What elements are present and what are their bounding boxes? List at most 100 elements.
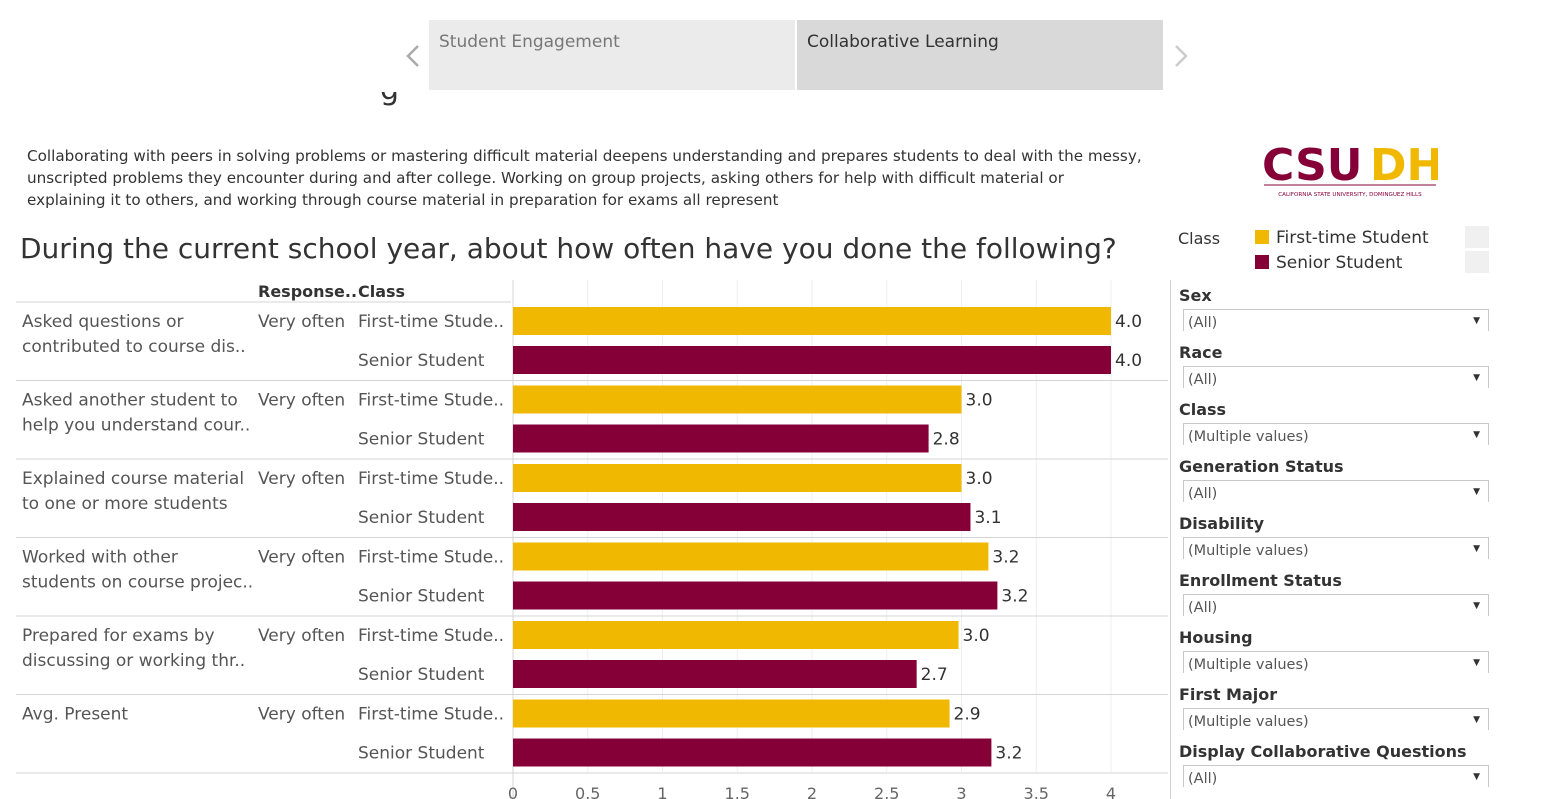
response-label: Very often — [258, 312, 345, 332]
intro-text: Collaborating with peers in solving prob… — [27, 147, 1142, 209]
bar — [513, 699, 950, 728]
legend-item-senior[interactable]: Senior Student — [1255, 253, 1402, 273]
csudh-logo: CSU DH CALIFORNIA STATE UNIVERSITY, DOMI… — [1262, 140, 1438, 198]
bar-chart: Response.. Class Asked questions or contrib… — [16, 280, 1168, 799]
class-label: First-time Stude.. — [358, 548, 504, 568]
filter-dropdown[interactable]: (All) ▼ — [1183, 765, 1489, 787]
question-label: Prepared for exams by — [22, 626, 215, 646]
question-label: contributed to course dis.. — [22, 337, 246, 357]
question-label: students on course projec.. — [22, 573, 253, 593]
response-label: Very often — [258, 391, 345, 411]
chevron-left-icon[interactable] — [400, 42, 428, 70]
filter-value: (All) — [1188, 315, 1218, 331]
data-label: 3.0 — [963, 626, 990, 646]
question-label: Avg. Present — [22, 705, 128, 725]
response-label: Very often — [258, 548, 345, 568]
data-label: 3.0 — [966, 391, 993, 411]
chevron-down-icon: ▼ — [1473, 772, 1480, 782]
class-label: Senior Student — [358, 430, 485, 450]
data-label: 2.9 — [954, 705, 981, 725]
chevron-down-icon: ▼ — [1473, 430, 1480, 440]
filter-value: (Multiple values) — [1188, 657, 1309, 673]
x-tick-label: 3 — [956, 784, 966, 799]
data-label: 3.2 — [992, 548, 1019, 568]
class-label: Senior Student — [358, 587, 485, 607]
filter-dropdown[interactable]: (Multiple values) ▼ — [1183, 651, 1489, 673]
question-label: help you understand cour.. — [22, 416, 250, 436]
x-tick-label: 0 — [508, 784, 518, 799]
bar — [513, 621, 959, 649]
filter-value: (Multiple values) — [1188, 429, 1309, 445]
filter-dropdown[interactable]: (All) ▼ — [1183, 594, 1489, 616]
bar — [513, 542, 989, 571]
column-header-response: Response.. — [258, 282, 357, 301]
data-label: 2.8 — [933, 430, 960, 450]
legend-item-first-time[interactable]: First-time Student — [1255, 228, 1429, 248]
filter-label: Generation Status — [1179, 457, 1344, 476]
data-label: 4.0 — [1115, 312, 1142, 332]
data-label: 3.2 — [995, 744, 1022, 764]
question-label: Asked another student to — [22, 391, 238, 411]
filter-label: Class — [1179, 400, 1227, 419]
filter-value: (All) — [1188, 372, 1218, 388]
legend-scroll-down[interactable] — [1465, 251, 1489, 273]
tab-student-engagement[interactable]: Student Engagement — [429, 20, 795, 90]
svg-text:DH: DH — [1370, 140, 1438, 191]
data-label: 3.0 — [966, 469, 993, 489]
class-label: First-time Stude.. — [358, 705, 504, 725]
class-label: First-time Stude.. — [358, 626, 504, 646]
chevron-down-icon: ▼ — [1473, 544, 1480, 554]
class-label: Senior Student — [358, 744, 485, 764]
chevron-right-icon[interactable] — [1166, 42, 1194, 70]
x-tick-label: 2 — [807, 784, 817, 799]
tab-collaborative-learning[interactable]: Collaborative Learning — [797, 20, 1163, 90]
x-tick-label: 4 — [1106, 784, 1116, 799]
logo-subtitle: CALIFORNIA STATE UNIVERSITY, DOMINGUEZ H… — [1278, 192, 1422, 198]
response-label: Very often — [258, 469, 345, 489]
filter-dropdown[interactable]: (Multiple values) ▼ — [1183, 708, 1489, 730]
legend-scroll-up[interactable] — [1465, 226, 1489, 248]
data-label: 3.2 — [1001, 587, 1028, 607]
bar — [513, 464, 962, 492]
bar — [513, 660, 917, 688]
filter-dropdown[interactable]: (Multiple values) ▼ — [1183, 537, 1489, 559]
svg-text:CSU: CSU — [1262, 140, 1363, 191]
bar — [513, 581, 998, 610]
bar — [513, 307, 1111, 335]
chevron-down-icon: ▼ — [1473, 715, 1480, 725]
clipped-heading-fragment: g — [380, 92, 410, 110]
filter-value: (All) — [1188, 771, 1218, 787]
filter-dropdown[interactable]: (Multiple values) ▼ — [1183, 423, 1489, 445]
filter-value: (All) — [1188, 600, 1218, 616]
x-tick-label: 0.5 — [575, 784, 600, 799]
chevron-down-icon: ▼ — [1473, 316, 1480, 326]
data-label: 3.1 — [974, 508, 1001, 528]
chevron-down-icon: ▼ — [1473, 487, 1480, 497]
question-title: During the current school year, about ho… — [20, 232, 1117, 265]
bar — [513, 503, 971, 531]
filter-label: Sex — [1179, 286, 1212, 305]
chevron-down-icon: ▼ — [1473, 601, 1480, 611]
chevron-down-icon: ▼ — [1473, 373, 1480, 383]
filter-value: (Multiple values) — [1188, 543, 1309, 559]
bar — [513, 738, 992, 767]
bar — [513, 346, 1111, 374]
filter-label: First Major — [1179, 685, 1278, 704]
filter-label: Enrollment Status — [1179, 571, 1342, 590]
filter-label: Race — [1179, 343, 1223, 362]
column-header-class: Class — [358, 282, 405, 301]
filter-dropdown[interactable]: (All) ▼ — [1183, 480, 1489, 502]
question-label: to one or more students — [22, 494, 228, 514]
class-label: First-time Stude.. — [358, 312, 504, 332]
class-label: Senior Student — [358, 351, 485, 371]
legend-swatch — [1255, 230, 1269, 244]
data-label: 4.0 — [1115, 351, 1142, 371]
legend-swatch — [1255, 255, 1269, 269]
bar — [513, 424, 929, 453]
class-label: First-time Stude.. — [358, 469, 504, 489]
filter-dropdown[interactable]: (All) ▼ — [1183, 366, 1489, 388]
filter-dropdown[interactable]: (All) ▼ — [1183, 309, 1489, 331]
legend-label: Senior Student — [1276, 253, 1403, 273]
response-label: Very often — [258, 705, 345, 725]
filter-value: (All) — [1188, 486, 1218, 502]
